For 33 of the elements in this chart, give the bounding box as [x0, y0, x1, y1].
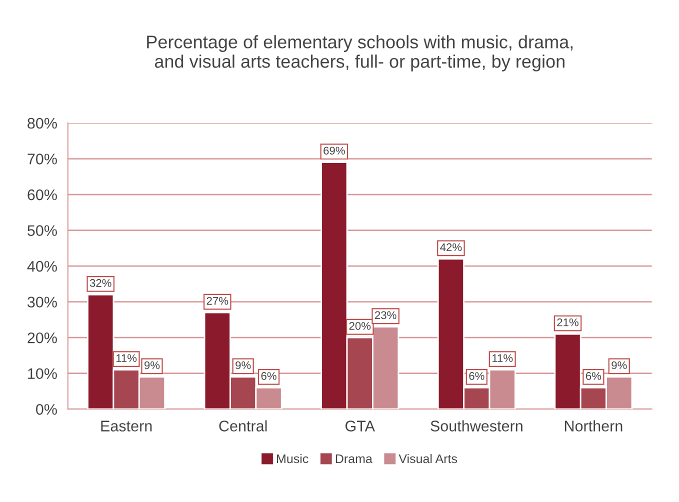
legend-label: Music	[277, 454, 308, 464]
y-tick-label: 80%	[28, 118, 57, 129]
x-tick-label: Southwestern	[430, 420, 522, 432]
data-label: 6%	[469, 372, 484, 380]
data-label: 9%	[612, 361, 627, 370]
data-label: 11%	[116, 354, 137, 362]
data-label: 20%	[349, 322, 371, 330]
data-label: 69%	[324, 146, 345, 155]
y-tick-label: 30%	[27, 296, 57, 308]
y-tick-label: 70%	[28, 154, 57, 164]
data-label: 23%	[375, 311, 396, 320]
x-tick-label: Eastern	[101, 420, 152, 432]
y-tick-label: 0%	[36, 404, 57, 415]
data-label: 21%	[557, 318, 578, 326]
data-label: 6%	[261, 372, 276, 380]
data-label: 6%	[586, 372, 602, 380]
data-label: 32%	[90, 279, 112, 287]
y-tick-label: 10%	[28, 368, 57, 380]
x-tick-label: Northern	[564, 420, 622, 432]
y-tick-label: 40%	[27, 260, 57, 272]
y-tick-label: 50%	[28, 225, 57, 236]
data-label: 9%	[144, 361, 160, 370]
data-label: 42%	[440, 243, 462, 252]
data-label: 27%	[206, 296, 228, 305]
y-tick-label: 60%	[28, 189, 57, 200]
legend-label: Drama	[336, 454, 372, 464]
x-tick-label: Central	[219, 420, 267, 432]
data-label: 11%	[492, 354, 513, 362]
legend-label: Visual Arts	[398, 454, 458, 464]
y-tick-label: 20%	[28, 332, 57, 344]
x-tick-label: GTA	[346, 420, 375, 432]
data-label: 9%	[236, 361, 251, 370]
chart-title: Percentage of elementary schools with music, drama, and visual arts teachers, full- or part-time, by region	[147, 35, 573, 72]
